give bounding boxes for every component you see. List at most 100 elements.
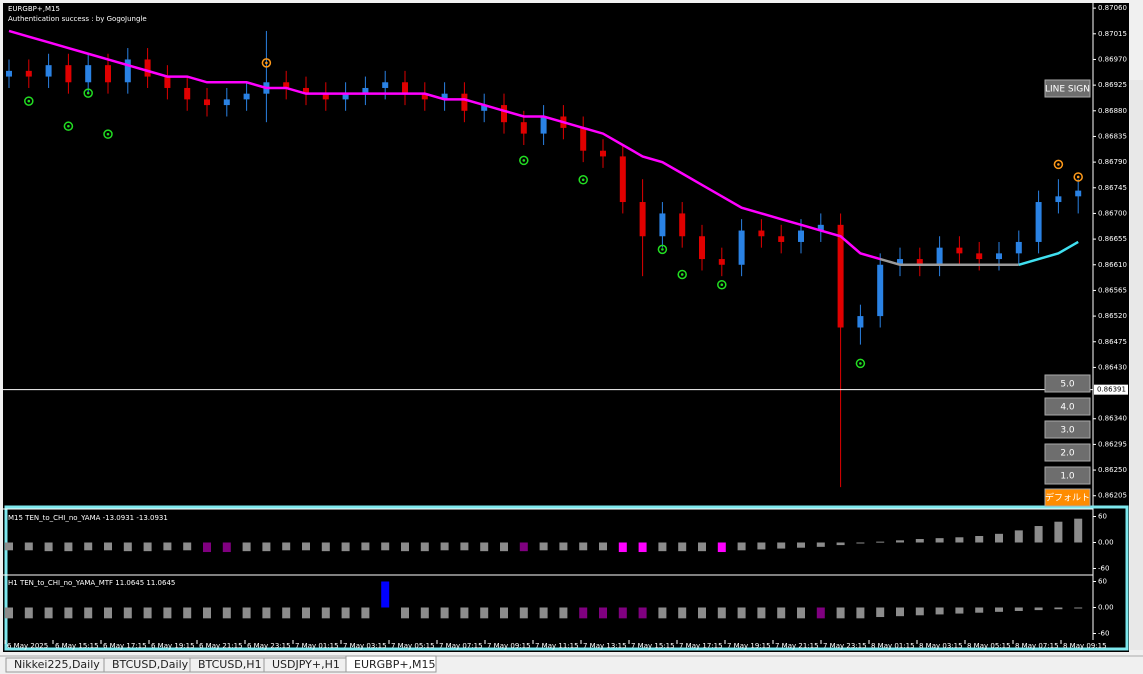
indicator-bar [797,607,805,619]
indicator-bar [163,607,172,619]
candle-body [778,236,785,242]
button[interactable] [1044,466,1091,485]
indicator-bar [44,542,53,552]
signal-dot [581,178,585,182]
time-label: 7 May 17:15 [679,642,723,650]
indicator-bar [321,607,330,619]
indicator-bar [302,607,310,619]
button[interactable] [1044,397,1091,416]
indicator-bar [717,542,726,553]
indicator-bar [262,542,271,552]
time-label: 7 May 13:15 [583,642,627,650]
tab-label[interactable]: Nikkei225,Daily [14,658,100,671]
tab-label[interactable]: BTCUSD,Daily [112,658,189,671]
tab-label[interactable]: EURGBP+,M15 [354,658,436,671]
signal-dot [661,248,664,251]
status-text: Authentication success : by GogoJungle [8,15,147,23]
button-label[interactable]: 1.0 [1060,472,1075,482]
candle-body [362,87,369,94]
candle-body [857,316,864,328]
button[interactable] [1044,374,1091,393]
indicator-bar [816,542,825,547]
button-label[interactable]: 5.0 [1060,380,1075,390]
candle-body [223,99,230,106]
indicator-tick-label: -60 [1098,565,1109,573]
candle-body [936,247,943,265]
candle-body [1055,196,1062,203]
button[interactable] [1044,488,1091,507]
time-label: 7 May 03:15 [343,642,387,650]
indicator-bar [460,607,469,619]
button-label[interactable]: 3.0 [1060,426,1075,436]
y-tick-label: 0.87060 [1098,4,1127,12]
candle-body [461,93,468,111]
signal-dot [1057,163,1060,166]
candle-body [798,230,804,242]
candle-body [976,253,983,260]
candle-body [322,93,329,100]
time-label: 8 May 07:15 [1015,642,1059,650]
button-label[interactable]: LINE SIGN [1045,85,1090,95]
indicator-bar [440,542,449,551]
button[interactable] [1044,420,1091,439]
signal-dot [86,91,90,95]
tab[interactable] [345,655,437,673]
signal-marker [83,88,93,98]
indicator-bar [757,542,766,550]
time-label: 7 May 09:15 [487,642,531,650]
indicator-bar [915,607,924,616]
indicator-bar [816,607,825,619]
candle-body [6,70,12,77]
candle-body [619,156,626,203]
indicator-bar [500,607,508,619]
indicator-bar [361,542,370,551]
indicator-bar [222,607,231,619]
time-label: 8 May 01:15 [871,642,915,650]
signal-marker [677,269,687,280]
candle-body [897,259,903,265]
indicator-bar [1054,607,1063,610]
indicator-bar [242,542,251,552]
time-label: 8 May 09:15 [1063,642,1107,650]
indicator-bar [915,539,924,543]
current-price-box [1094,384,1128,395]
moving-average [879,257,1019,267]
candle-body [184,87,191,100]
indicator-bar [975,536,984,543]
indicator-bar [1014,607,1023,611]
button[interactable] [1044,79,1091,98]
button-label[interactable]: デフォルト [1045,492,1090,504]
signal-dot [265,61,268,65]
indicator-bar [539,607,548,619]
indicator-bar [519,542,528,552]
time-label: 6 May 2025 [7,642,48,650]
indicator-bar [1074,518,1083,543]
tab-label[interactable]: BTCUSD,H1 [198,658,262,671]
candle-body [45,65,52,77]
indicator-tick-label: 60 [1098,578,1107,586]
indicator-bar [618,542,627,553]
button-label[interactable]: 4.0 [1060,403,1075,413]
button[interactable] [1044,443,1091,462]
indicator-bar [737,542,746,551]
signal-marker [24,96,34,106]
scrollbar [1130,80,1143,650]
y-tick-label: 0.86745 [1098,184,1127,192]
indicator-bar [579,542,588,551]
candle-body [501,105,507,123]
candle-body [402,82,408,94]
indicator-tick-label: -60 [1098,630,1109,638]
indicator-bar [519,607,528,619]
candle-body [481,105,488,111]
tab-label[interactable]: USDJPY+,H1 [272,658,340,671]
indicator-bar [401,607,409,619]
time-label: 8 May 05:15 [967,642,1011,650]
indicator-tick-label: 0.00 [1098,539,1114,547]
button-label[interactable]: 2.0 [1060,449,1075,459]
candle-body [699,236,705,260]
y-tick-label: 0.86565 [1098,286,1127,294]
current-price-label: 0.86391 [1097,386,1126,394]
signal-dot [1076,175,1080,179]
time-label: 7 May 21:15 [775,642,819,650]
indicator-bar [183,542,192,551]
